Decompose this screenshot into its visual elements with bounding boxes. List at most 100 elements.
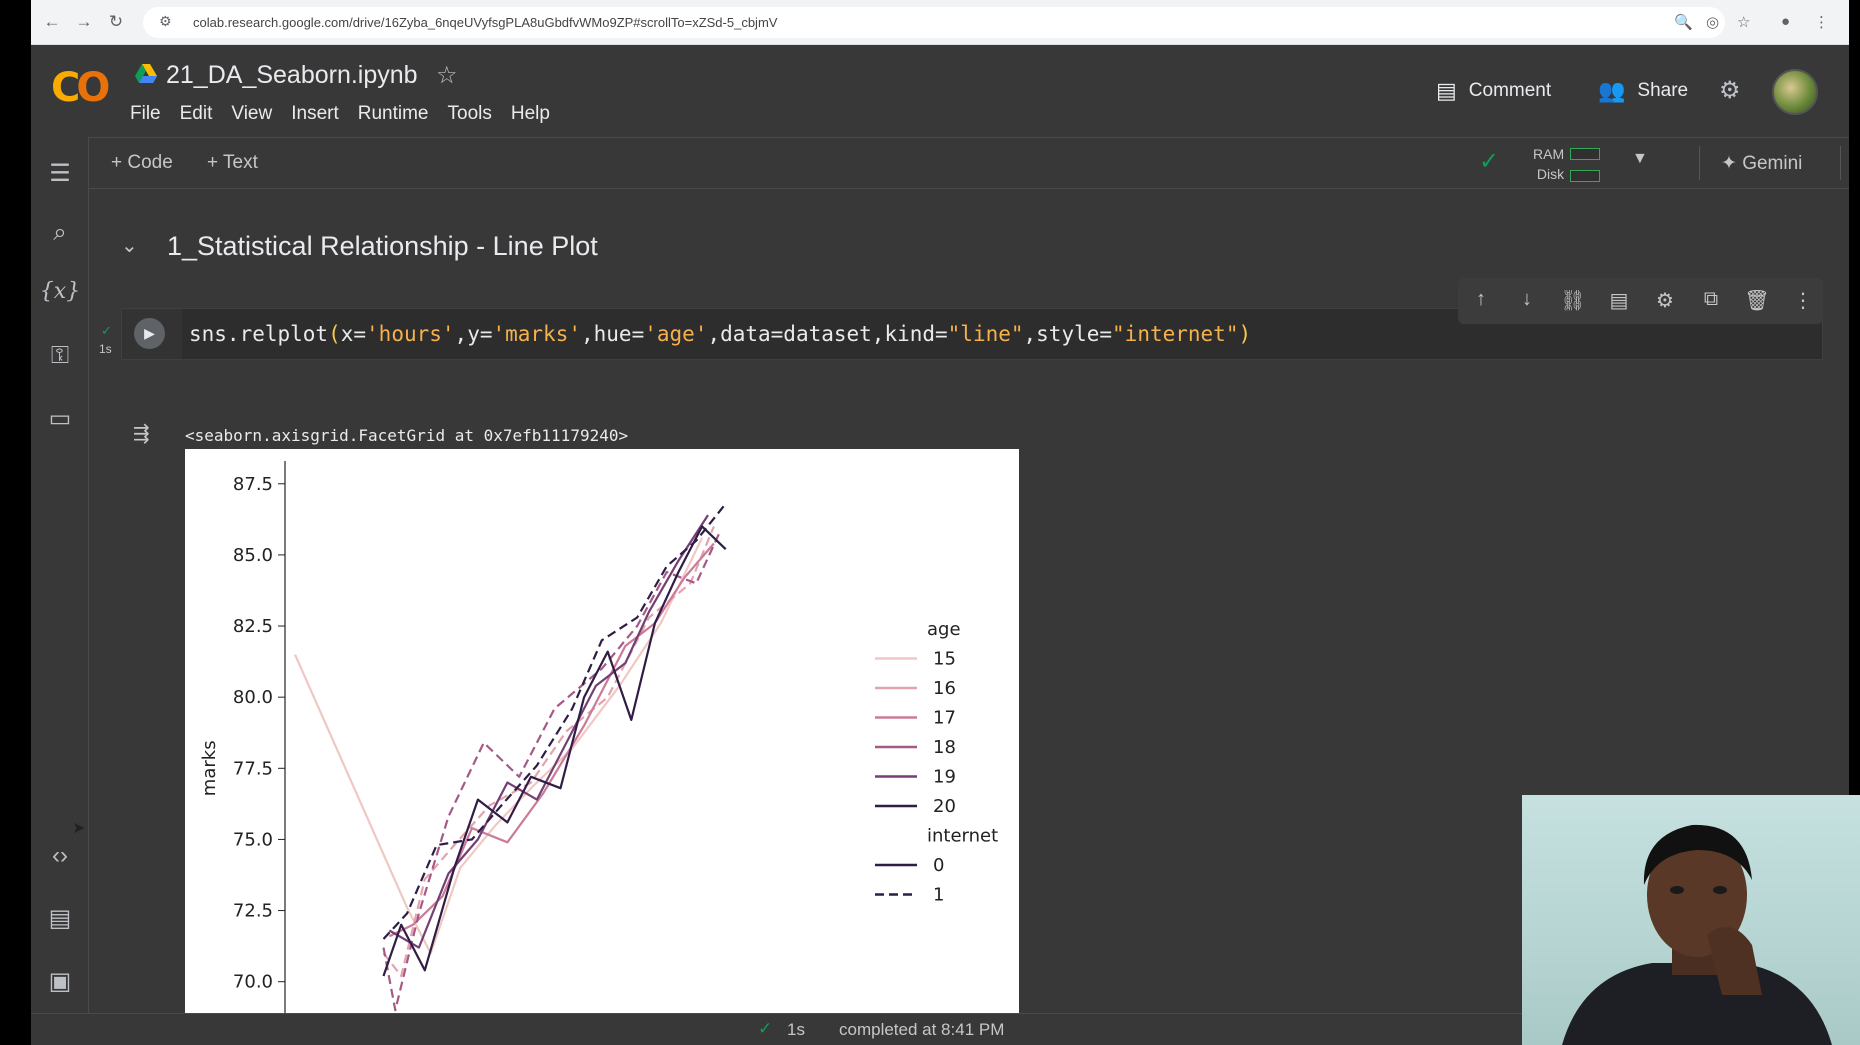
code-editor[interactable]: sns.relplot(x='hours',y='marks',hue='age… <box>189 322 1251 346</box>
legend-label: 15 <box>933 649 956 670</box>
status-exec-time: 1s <box>787 1020 805 1039</box>
series-line-age-20-internet-1 <box>382 503 727 940</box>
browser-toolbar: ← → ↻ ⚙ colab.research.google.com/drive/… <box>31 0 1849 45</box>
gemini-button[interactable]: ✦ Gemini <box>1721 152 1802 175</box>
search-icon[interactable]: ⌕ <box>53 219 67 246</box>
code-token: "line" <box>947 322 1024 346</box>
variables-icon[interactable]: {x} <box>39 279 81 304</box>
bookmark-star-icon[interactable]: ☆ <box>1737 14 1751 31</box>
menu-view[interactable]: View <box>231 103 273 124</box>
code-cell[interactable]: ▶ sns.relplot(x='hours',y='marks',hue='a… <box>121 308 1823 360</box>
colab-header: CO 21_DA_Seaborn.ipynb ☆ File Edit View … <box>31 45 1849 137</box>
add-text-button[interactable]: + Text <box>207 152 258 173</box>
series-line-age-18-internet-1 <box>382 531 721 1012</box>
people-icon: 👥 <box>1598 78 1626 103</box>
legend-label: 16 <box>933 678 956 699</box>
legend-label: 19 <box>933 767 956 788</box>
terminal-icon[interactable]: ▣ <box>48 968 72 995</box>
settings-gear-icon[interactable]: ⚙ <box>1719 77 1741 104</box>
sparkle-icon: ✦ <box>1721 153 1737 174</box>
menu-file[interactable]: File <box>130 103 161 124</box>
y-tick-label: 87.5 <box>233 474 273 495</box>
webcam-overlay <box>1522 795 1860 1045</box>
y-axis-label: marks <box>199 740 220 796</box>
code-token: "internet" <box>1112 322 1239 346</box>
google-drive-icon <box>135 64 157 83</box>
comment-button[interactable]: ▤ Comment <box>1436 78 1551 104</box>
left-sidebar: ☰ ⌕ {x} ⚿ ▭ ‹› ▤ ▣ <box>31 137 89 1045</box>
y-tick-label: 85.0 <box>233 545 273 566</box>
disk-bar <box>1570 170 1600 182</box>
code-token: ( <box>328 322 341 346</box>
menu-insert[interactable]: Insert <box>291 103 339 124</box>
legend-label: 0 <box>933 855 944 876</box>
secrets-key-icon[interactable]: ⚿ <box>50 342 70 369</box>
more-options-icon[interactable]: ⋮ <box>1793 290 1813 312</box>
code-token: 'age' <box>644 322 708 346</box>
menu-help[interactable]: Help <box>510 103 550 124</box>
comment-icon[interactable]: ▤ <box>1609 290 1629 312</box>
y-tick-label: 72.5 <box>233 901 273 922</box>
disk-label: Disk <box>1536 166 1565 182</box>
code-arguments: (x='hours',y='marks',hue='age',data=data… <box>328 322 1251 346</box>
move-up-icon[interactable]: ↑ <box>1476 288 1486 310</box>
menu-edit[interactable]: Edit <box>179 103 213 124</box>
series-line-age-15-internet-0 <box>293 537 704 955</box>
y-tick-label: 82.5 <box>233 616 273 637</box>
profile-icon[interactable]: ● <box>1781 13 1791 30</box>
eye-off-icon[interactable]: ◎ <box>1706 14 1720 31</box>
site-info-icon[interactable]: ⚙ <box>159 13 172 29</box>
y-tick-label: 75.0 <box>233 829 273 850</box>
run-cell-button[interactable]: ▶ <box>134 318 165 349</box>
code-token: ) <box>1238 322 1252 346</box>
browser-menu-icon[interactable]: ⋮ <box>1814 14 1829 31</box>
chevron-down-icon[interactable]: ⌄ <box>121 235 138 257</box>
zoom-icon[interactable]: 🔍 <box>1674 14 1693 31</box>
back-icon[interactable]: ← <box>43 12 61 31</box>
legend-title-age: age <box>927 619 961 640</box>
menu-tools[interactable]: Tools <box>447 103 492 124</box>
menu-runtime[interactable]: Runtime <box>357 103 429 124</box>
mirror-cell-icon[interactable]: ⧉ <box>1703 288 1719 310</box>
code-snippets-icon[interactable]: ‹› <box>52 842 68 869</box>
cell-output-text: <seaborn.axisgrid.FacetGrid at 0x7efb111… <box>185 426 629 445</box>
settings-gear-icon[interactable]: ⚙ <box>1656 290 1674 312</box>
ram-bar <box>1570 148 1600 160</box>
mouse-cursor: ➤ <box>72 820 86 837</box>
ram-disk-indicator[interactable]: RAM Disk <box>1533 144 1564 184</box>
ram-label: RAM <box>1533 146 1565 162</box>
share-button[interactable]: 👥 Share <box>1598 78 1688 104</box>
move-down-icon[interactable]: ↓ <box>1522 288 1532 310</box>
reload-icon[interactable]: ↻ <box>108 12 124 31</box>
star-icon[interactable]: ☆ <box>436 62 458 89</box>
url-text: colab.research.google.com/drive/16Zyba_6… <box>193 15 778 30</box>
y-tick-label: 77.5 <box>233 758 273 779</box>
notebook-title[interactable]: 21_DA_Seaborn.ipynb <box>166 61 418 89</box>
code-token: ,data=dataset,kind= <box>707 322 948 346</box>
plot-canvas: 70.0 72.5 75.0 77.5 80.0 82.5 85.0 87.5 marks age… <box>199 461 998 1013</box>
legend-title-internet: internet <box>927 826 998 847</box>
runtime-dropdown-icon[interactable]: ▼ <box>1632 150 1648 167</box>
table-of-contents-icon[interactable]: ☰ <box>49 160 71 187</box>
user-avatar[interactable] <box>1772 69 1818 115</box>
delete-icon[interactable]: 🗑 <box>1744 290 1770 312</box>
address-bar[interactable]: ⚙ colab.research.google.com/drive/16Zyba… <box>143 7 1725 38</box>
status-check-icon: ✓ <box>758 1019 773 1038</box>
colab-logo[interactable]: CO <box>51 65 110 111</box>
cell-gutter: ▶ <box>122 309 182 359</box>
files-folder-icon[interactable]: ▭ <box>48 405 72 432</box>
connected-check-icon: ✓ <box>1479 148 1500 175</box>
command-palette-icon[interactable]: ▤ <box>48 905 72 932</box>
legend-label: 17 <box>933 708 956 729</box>
section-heading: 1_Statistical Relationship - Line Plot <box>167 231 598 261</box>
link-icon[interactable]: ⛓ <box>1560 290 1586 312</box>
output-actions-icon[interactable]: ⇶ <box>133 423 150 445</box>
y-tick-label: 70.0 <box>233 972 273 993</box>
menu-bar: File Edit View Insert Runtime Tools Help <box>130 103 569 125</box>
forward-icon[interactable]: → <box>75 12 93 31</box>
series-line-age-17-internet-0 <box>388 542 715 938</box>
legend-label: 20 <box>933 796 956 817</box>
comment-label: Comment <box>1468 80 1552 101</box>
code-function: sns.relplot <box>189 322 329 346</box>
add-code-button[interactable]: + Code <box>111 152 173 173</box>
